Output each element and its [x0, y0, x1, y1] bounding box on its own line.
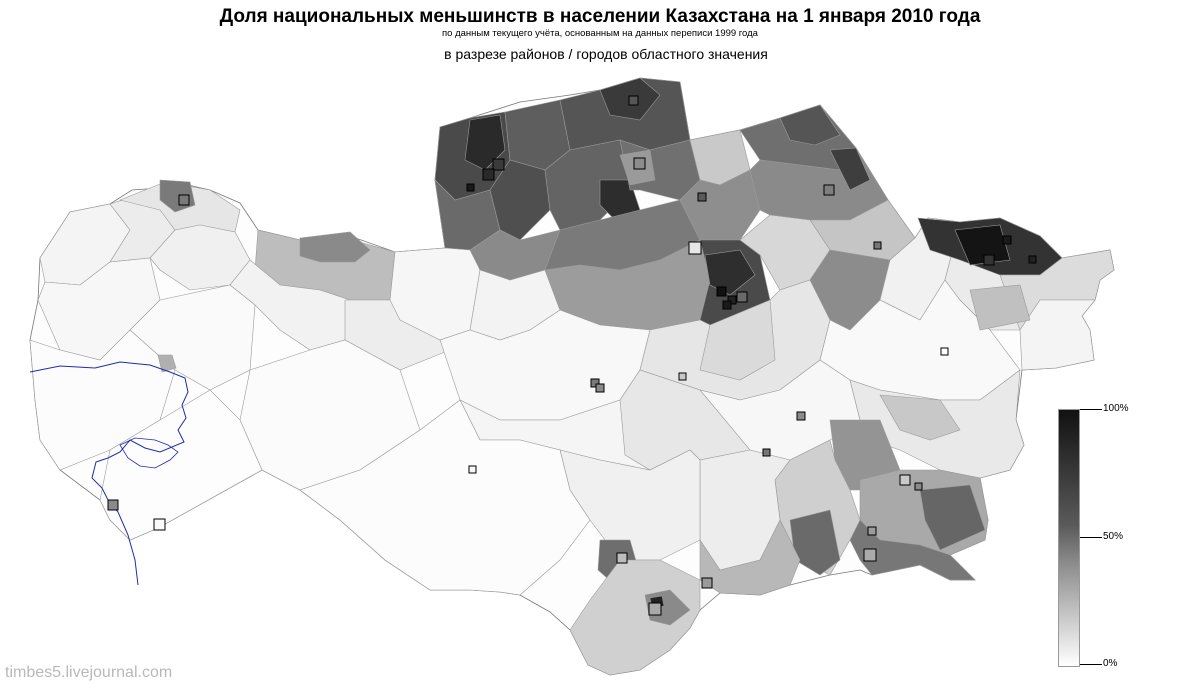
city-marker — [590, 378, 600, 388]
city-marker — [823, 184, 835, 196]
district — [699, 299, 776, 381]
city-markers — [107, 95, 1037, 616]
city-marker — [595, 383, 605, 393]
district — [99, 389, 263, 541]
city-marker — [727, 295, 737, 305]
city-marker — [796, 411, 806, 421]
legend-label-max: 100% — [1103, 403, 1129, 414]
city-marker — [940, 347, 949, 356]
city-marker — [873, 241, 882, 250]
district — [1019, 299, 1096, 371]
caspian-bay — [119, 437, 179, 469]
map-title: Доля национальных меньшинств в населении… — [219, 6, 981, 27]
district — [157, 354, 177, 373]
city-marker — [688, 241, 702, 255]
city-marker — [1028, 255, 1037, 264]
city-marker — [482, 168, 495, 181]
city-marker — [492, 158, 505, 171]
western-region — [29, 179, 451, 541]
district — [954, 224, 1011, 266]
city-marker — [867, 526, 877, 536]
northern-region — [434, 77, 916, 281]
legend-tick-min — [1080, 664, 1102, 665]
city-marker — [153, 518, 166, 531]
city-marker — [701, 577, 713, 589]
legend-tick-max — [1080, 409, 1102, 410]
city-marker — [178, 194, 190, 206]
district — [919, 484, 986, 551]
map-subtitle: по данным текущего учёта, основанным на … — [442, 28, 758, 39]
district — [829, 147, 871, 191]
city-marker — [983, 254, 995, 266]
legend-tick-mid — [1080, 537, 1102, 538]
district — [779, 104, 841, 146]
legend-label-min: 0% — [1103, 658, 1118, 669]
city-marker — [899, 474, 911, 486]
southern-region — [299, 359, 1025, 676]
city-marker — [633, 157, 646, 170]
city-marker — [697, 192, 707, 202]
district — [849, 519, 976, 581]
legend-gradient — [1058, 409, 1080, 667]
district — [879, 394, 961, 441]
city-marker — [616, 552, 628, 564]
district — [299, 231, 371, 263]
city-marker — [1002, 235, 1012, 245]
city-marker — [648, 602, 662, 616]
city-marker — [628, 95, 639, 106]
city-marker — [736, 291, 748, 303]
city-marker — [107, 499, 119, 511]
district — [969, 284, 1031, 331]
city-marker — [863, 548, 877, 562]
city-marker — [466, 183, 475, 192]
city-marker — [468, 465, 477, 474]
district — [704, 249, 756, 296]
legend-label-mid: 50% — [1103, 531, 1124, 542]
city-marker — [762, 448, 771, 457]
city-marker — [716, 286, 727, 297]
district — [299, 399, 591, 596]
district — [569, 559, 701, 676]
city-marker — [722, 300, 732, 310]
city-marker — [678, 372, 687, 381]
watermark: timbes5.livejournal.com — [5, 664, 173, 681]
map-subtitle-2: в разрезе районов / городов областного з… — [444, 46, 768, 62]
city-marker — [914, 482, 923, 491]
